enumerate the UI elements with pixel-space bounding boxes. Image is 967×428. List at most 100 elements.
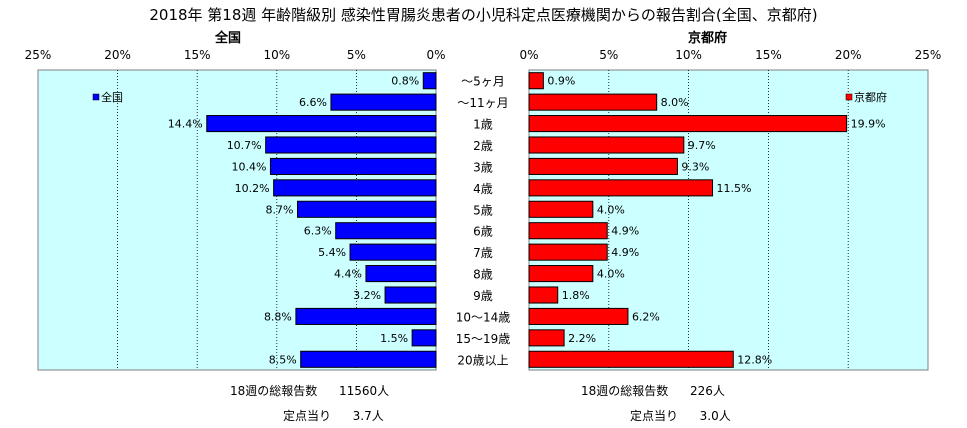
national-per-row: 定点当り 3.7人 <box>283 407 384 424</box>
category-label: ～5ヶ月 <box>461 75 505 89</box>
national-bar <box>422 72 437 90</box>
national-tick-label: 10% <box>263 48 290 62</box>
national-data-label: 8.5% <box>269 353 297 366</box>
national-data-label: 8.8% <box>264 310 292 323</box>
national-total-row: 18週の総報告数 11560人 <box>230 382 389 399</box>
kyoto-tick-label: 10% <box>675 48 702 62</box>
kyoto-data-label: 4.9% <box>611 246 639 259</box>
kyoto-bar <box>528 115 848 133</box>
kyoto-data-label: 0.9% <box>547 75 575 88</box>
kyoto-panel-title: 京都府 <box>688 31 728 46</box>
kyoto-bar <box>528 265 594 283</box>
kyoto-plot-area <box>528 69 929 371</box>
kyoto-total-value: 226人 <box>689 384 725 398</box>
category-label: 15～19歳 <box>456 332 511 346</box>
kyoto-legend-swatch <box>845 93 853 101</box>
kyoto-bar <box>528 93 658 111</box>
kyoto-data-label: 1.8% <box>562 289 590 302</box>
national-total-value: 11560人 <box>338 384 390 398</box>
national-bar <box>206 115 437 133</box>
national-bar <box>384 286 437 304</box>
kyoto-bar <box>528 222 608 240</box>
kyoto-data-label: 8.0% <box>661 96 689 109</box>
national-data-label: 4.4% <box>334 268 362 281</box>
category-label: 2歳 <box>473 139 493 153</box>
national-data-label: 3.2% <box>353 289 381 302</box>
kyoto-data-label: 2.2% <box>568 332 596 345</box>
category-label: 20歳以上 <box>457 353 508 367</box>
kyoto-tick-label: 20% <box>835 48 862 62</box>
kyoto-data-label: 4.0% <box>597 203 625 216</box>
kyoto-tick-label: 0% <box>519 48 538 62</box>
national-data-label: 14.4% <box>168 118 203 131</box>
national-data-label: 10.4% <box>231 160 266 173</box>
national-legend-swatch <box>92 93 100 101</box>
category-label: 8歳 <box>473 268 493 282</box>
national-bar <box>269 157 437 175</box>
national-per-label: 定点当り <box>283 409 332 423</box>
kyoto-bar <box>528 136 685 154</box>
kyoto-bar <box>528 350 734 368</box>
kyoto-total-row: 18週の総報告数 226人 <box>581 382 725 399</box>
kyoto-per-label: 定点当り <box>630 409 679 423</box>
national-bar <box>265 136 437 154</box>
national-bar <box>330 93 437 111</box>
kyoto-legend-label: 京都府 <box>854 90 887 104</box>
national-tick-label: 0% <box>426 48 445 62</box>
kyoto-bar <box>528 329 565 347</box>
category-label: 6歳 <box>473 225 493 239</box>
kyoto-data-label: 12.8% <box>737 353 772 366</box>
national-data-label: 10.7% <box>227 139 262 152</box>
kyoto-bar <box>528 307 629 325</box>
kyoto-bar <box>528 179 714 197</box>
kyoto-data-label: 4.0% <box>597 268 625 281</box>
national-data-label: 10.2% <box>235 182 270 195</box>
category-label: 5歳 <box>473 203 493 217</box>
national-tick-label: 15% <box>184 48 211 62</box>
national-data-label: 8.7% <box>266 203 294 216</box>
kyoto-bar <box>528 72 544 90</box>
national-data-label: 5.4% <box>318 246 346 259</box>
national-bar <box>273 179 437 197</box>
national-total-label: 18週の総報告数 <box>230 384 318 398</box>
kyoto-tick-label: 15% <box>755 48 782 62</box>
kyoto-data-label: 11.5% <box>717 182 752 195</box>
national-bar <box>411 329 437 347</box>
kyoto-total-label: 18週の総報告数 <box>581 384 669 398</box>
kyoto-data-label: 6.2% <box>632 310 660 323</box>
category-label: 4歳 <box>473 182 493 196</box>
national-data-label: 6.6% <box>299 96 327 109</box>
category-label: 3歳 <box>473 160 493 174</box>
national-bar <box>295 307 437 325</box>
national-bar <box>300 350 437 368</box>
national-legend-label: 全国 <box>101 90 123 104</box>
national-tick-label: 5% <box>347 48 366 62</box>
kyoto-bar <box>528 157 678 175</box>
kyoto-data-label: 9.7% <box>688 139 716 152</box>
kyoto-per-row: 定点当り 3.0人 <box>630 407 731 424</box>
national-data-label: 6.3% <box>304 225 332 238</box>
national-per-value: 3.7人 <box>352 409 384 423</box>
chart-title: 2018年 第18週 年齢階級別 感染性胃腸炎患者の小児科定点医療機関からの報告… <box>149 6 818 24</box>
national-tick-label: 20% <box>104 48 131 62</box>
kyoto-data-label: 9.3% <box>681 160 709 173</box>
national-data-label: 1.5% <box>380 332 408 345</box>
national-bar <box>335 222 437 240</box>
category-label: ～11ヶ月 <box>457 96 508 110</box>
category-label: 10～14歳 <box>456 310 511 324</box>
national-plot-area <box>37 69 437 371</box>
national-tick-label: 25% <box>25 48 52 62</box>
kyoto-bar <box>528 286 559 304</box>
kyoto-per-value: 3.0人 <box>699 409 731 423</box>
national-bar <box>365 265 437 283</box>
kyoto-bar <box>528 243 608 261</box>
category-label: 9歳 <box>473 289 493 303</box>
national-bar <box>349 243 437 261</box>
kyoto-data-label: 19.9% <box>851 118 886 131</box>
category-label: 7歳 <box>473 246 493 260</box>
national-data-label: 0.8% <box>391 75 419 88</box>
kyoto-bar <box>528 200 594 218</box>
national-panel-title: 全国 <box>215 31 242 46</box>
